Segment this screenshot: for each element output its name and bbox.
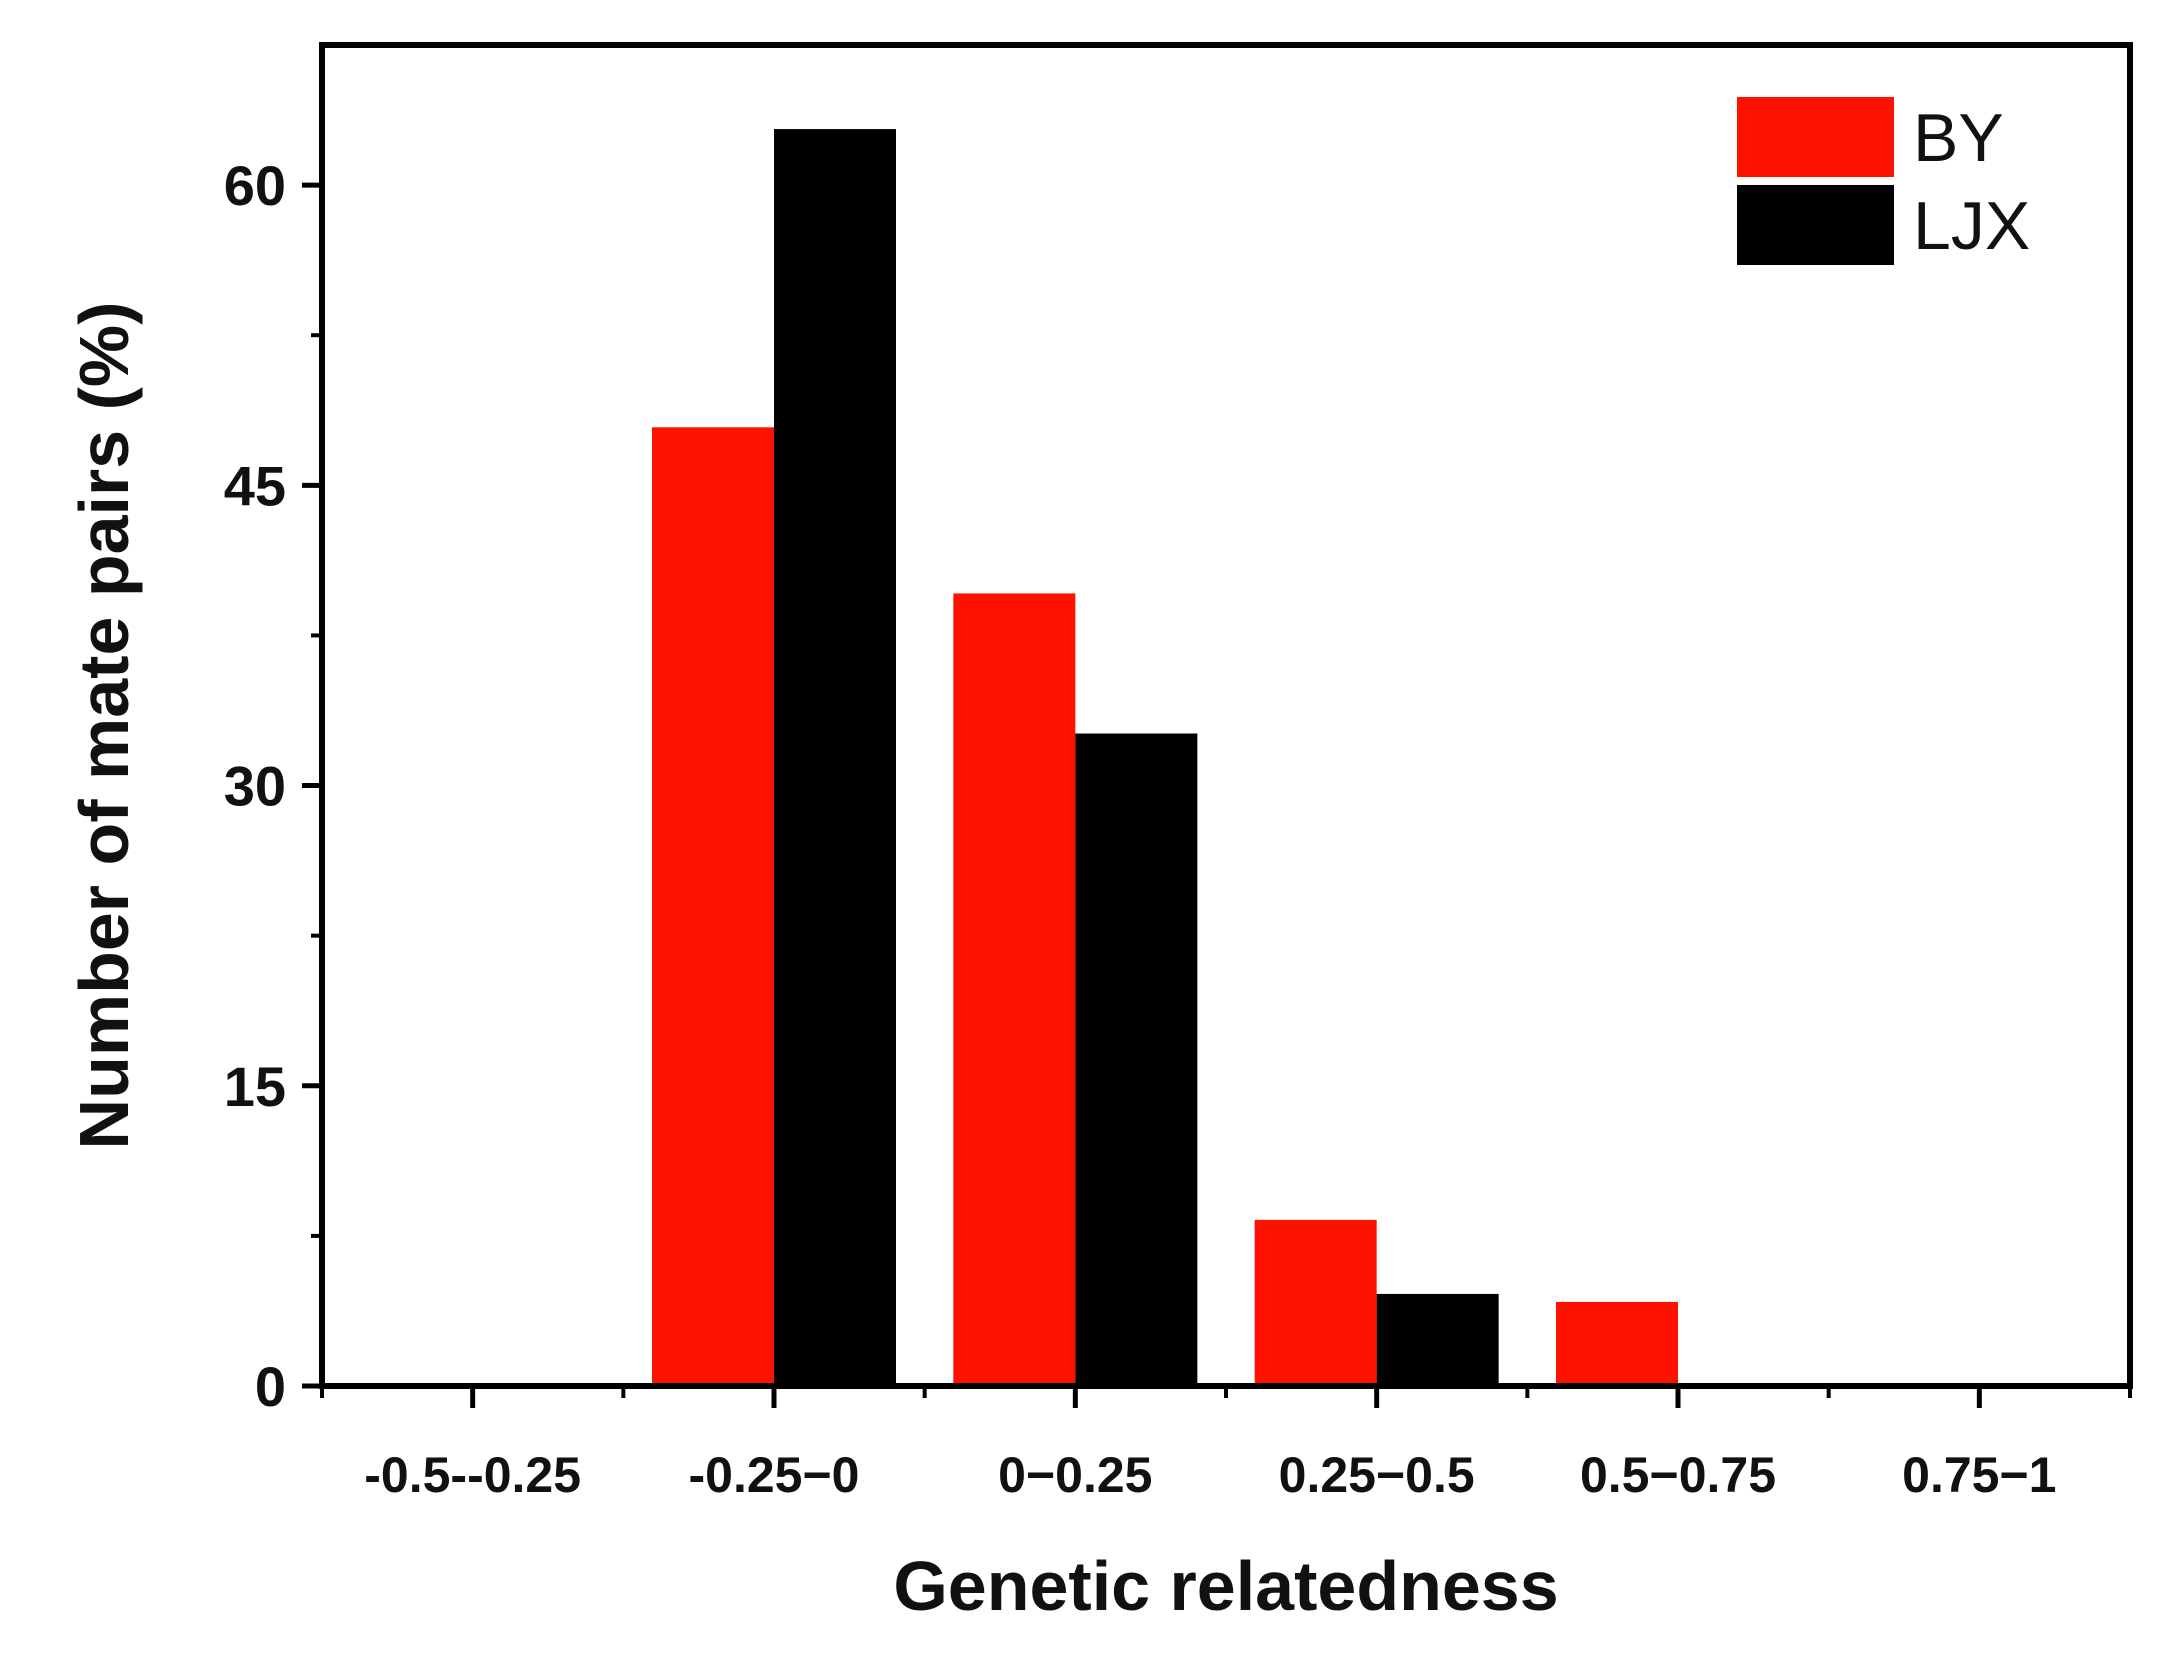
x-tick-label-1: -0.25−0 (689, 1447, 860, 1503)
legend-swatch-ljx (1737, 185, 1894, 265)
bar-by-1 (652, 427, 774, 1387)
y-tick-label-15: 15 (224, 1055, 286, 1118)
legend: BY LJX (1737, 97, 2030, 265)
x-tick-label-2: 0−0.25 (998, 1447, 1152, 1503)
x-axis-title: Genetic relatedness (893, 1547, 1558, 1625)
y-ticks-group: 0 15 30 45 60 (224, 154, 322, 1418)
x-tick-label-3: 0.25−0.5 (1279, 1447, 1475, 1503)
y-tick-label-0: 0 (255, 1355, 286, 1418)
x-tick-label-5: 0.75−1 (1902, 1447, 2056, 1503)
bar-by-3 (1254, 1219, 1377, 1386)
y-tick-label-45: 45 (224, 454, 286, 517)
y-axis-title: Number of mate pairs (%) (65, 302, 143, 1150)
bar-by-2 (953, 593, 1076, 1386)
x-ticks-group: -0.5--0.25 -0.25−0 0−0.25 0.25−0.5 0.5−0.75 0… (320, 1386, 2132, 1503)
legend-swatch-by (1737, 97, 1894, 177)
x-tick-label-0: -0.5--0.25 (364, 1447, 581, 1503)
y-tick-label-60: 60 (224, 154, 286, 217)
bar-ljx-3 (1376, 1293, 1499, 1386)
bar-ljx-1 (774, 129, 896, 1386)
y-tick-label-30: 30 (224, 755, 286, 818)
bars-group (652, 129, 1678, 1387)
legend-label-ljx: LJX (1913, 188, 2030, 264)
legend-label-by: BY (1913, 100, 2004, 176)
bar-by-4 (1556, 1301, 1678, 1386)
x-tick-label-4: 0.5−0.75 (1580, 1447, 1776, 1503)
bar-ljx-2 (1075, 733, 1198, 1386)
